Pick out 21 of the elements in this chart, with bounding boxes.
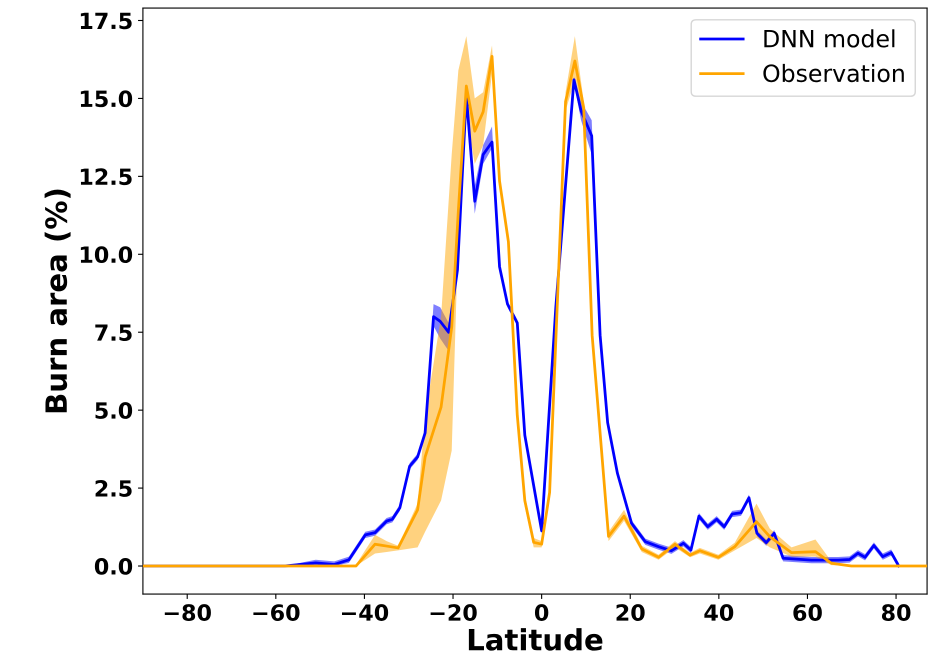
y-tick-label: 7.5 [95,324,132,341]
x-tick-label: −40 [342,604,388,621]
x-tick-label: −60 [253,604,300,621]
y-tick-label: 15.0 [80,90,132,108]
x-axis-title: Latitude [468,628,602,651]
x-tick-label: 0 [534,604,548,621]
x-tick-label: 80 [882,604,910,621]
x-tick-label: 60 [793,604,822,621]
y-tick-label: 10.0 [80,246,132,264]
x-tick-label: −80 [164,604,211,621]
y-axis-title: Burn area (%) [44,190,71,412]
y-tick-label: 2.5 [96,480,132,497]
y-tick-label: 17.5 [80,12,132,30]
legend-label: DNN model [764,29,894,48]
legend-label: Observation [763,64,904,82]
y-tick-label: 0.0 [94,558,132,575]
x-tick-label: −20 [430,604,477,621]
y-tick-label: 5.0 [96,402,132,419]
x-tick-label: 20 [616,604,645,621]
x-tick-label: 40 [704,604,734,621]
y-tick-label: 12.5 [80,168,132,186]
